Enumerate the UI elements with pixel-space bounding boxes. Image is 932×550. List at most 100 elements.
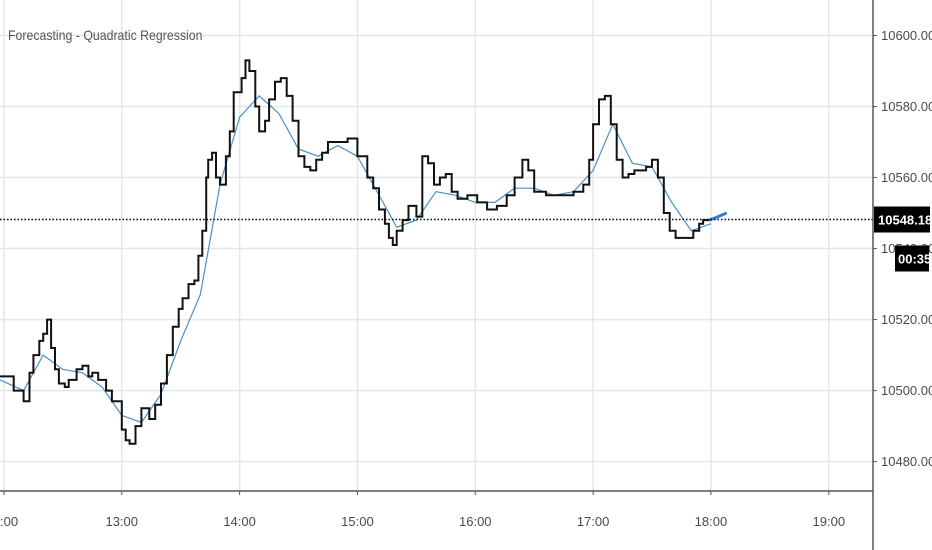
price-point-48 [254,105,257,108]
price-point-27 [154,404,156,406]
price-point-90 [527,169,530,172]
price-point-63 [339,141,341,143]
x-tick-label-5: 17:00 [577,514,610,529]
price-point-65 [356,155,359,157]
price-point-18 [97,379,99,381]
price-point-11 [64,386,66,388]
price-point-13 [71,379,74,381]
regression-layer [0,95,712,424]
x-tick-label-1: 13:00 [105,514,138,529]
price-point-68 [378,208,380,211]
price-point-35 [197,254,200,257]
x-tick-label-4: 16:00 [459,514,492,529]
price-point-114 [680,237,683,239]
price-point-111 [663,212,665,214]
price-point-39 [211,151,213,154]
price-point-79 [439,176,441,179]
price-point-82 [456,198,459,200]
price-point-70 [388,237,390,239]
price-line [0,59,711,445]
price-point-62 [333,141,335,143]
price-point-117 [698,222,700,225]
price-point-6 [42,333,44,335]
price-point-9 [54,368,56,371]
price-point-4 [32,354,35,356]
price-point-1 [12,389,15,392]
price-point-108 [645,166,647,168]
price-point-64 [346,137,349,140]
price-point-71 [392,244,394,246]
price-point-75 [415,215,418,218]
price-point-85 [486,208,488,211]
price-point-38 [207,159,209,161]
price-point-112 [668,230,671,232]
x-tick-label-0: :00 [0,514,18,529]
price-point-21 [121,428,123,431]
price-point-17 [91,372,94,374]
price-point-116 [692,230,695,232]
price-point-104 [621,176,624,179]
price-point-24 [134,425,137,427]
price-point-83 [466,194,469,197]
price-point-41 [219,183,221,186]
price-point-100 [598,98,600,101]
price-point-93 [545,194,547,197]
price-point-69 [384,222,386,225]
last-price-tag [874,206,930,233]
price-point-23 [128,443,131,445]
regression-line [0,95,712,424]
price-point-52 [274,80,276,83]
price-point-96 [572,190,575,193]
price-point-56 [297,155,300,157]
x-tick-label-3: 15:00 [341,514,374,529]
price-point-89 [521,159,524,161]
price-point-92 [539,190,541,193]
price-point-86 [496,205,498,207]
price-point-55 [291,119,294,122]
price-point-29 [166,354,168,356]
price-point-33 [187,283,190,285]
last-price-tag-label: 10548.18 [878,213,932,228]
price-point-99 [592,123,594,126]
price-point-80 [445,173,447,175]
countdown-tag [895,245,929,272]
price-point-32 [181,297,184,300]
price-point-25 [140,407,143,410]
price-point-109 [651,159,653,161]
price-point-37 [205,176,207,179]
price-point-28 [160,382,162,385]
y-tick-label-2: 10560.00 [881,170,932,185]
grid-layer [0,0,872,490]
price-point-30 [172,325,174,328]
price-point-20 [111,400,113,403]
price-point-8 [50,347,52,349]
price-point-15 [81,364,84,367]
price-point-36 [201,230,204,232]
price-point-51 [268,98,270,101]
price-point-60 [321,151,323,154]
price-point-44 [232,91,235,94]
price-point-2 [22,400,25,403]
price-point-10 [58,382,60,385]
price-point-107 [639,169,642,172]
price-point-14 [75,368,78,371]
study-title: Forecasting - Quadratic Regression [8,27,203,43]
price-point-94 [553,194,555,197]
price-point-88 [513,176,516,179]
price-point-84 [476,201,479,204]
price-point-87 [505,194,508,197]
price-point-43 [229,130,231,133]
price-point-106 [633,169,636,172]
price-point-95 [562,194,565,197]
price-point-22 [124,439,127,442]
price-point-74 [407,205,410,207]
price-point-5 [38,340,41,342]
price-point-113 [674,237,677,239]
price-point-46 [244,59,247,62]
price-point-12 [67,379,70,381]
price-point-54 [285,95,288,97]
price-point-42 [225,155,227,157]
price-point-103 [615,159,618,161]
price-point-57 [303,166,306,168]
